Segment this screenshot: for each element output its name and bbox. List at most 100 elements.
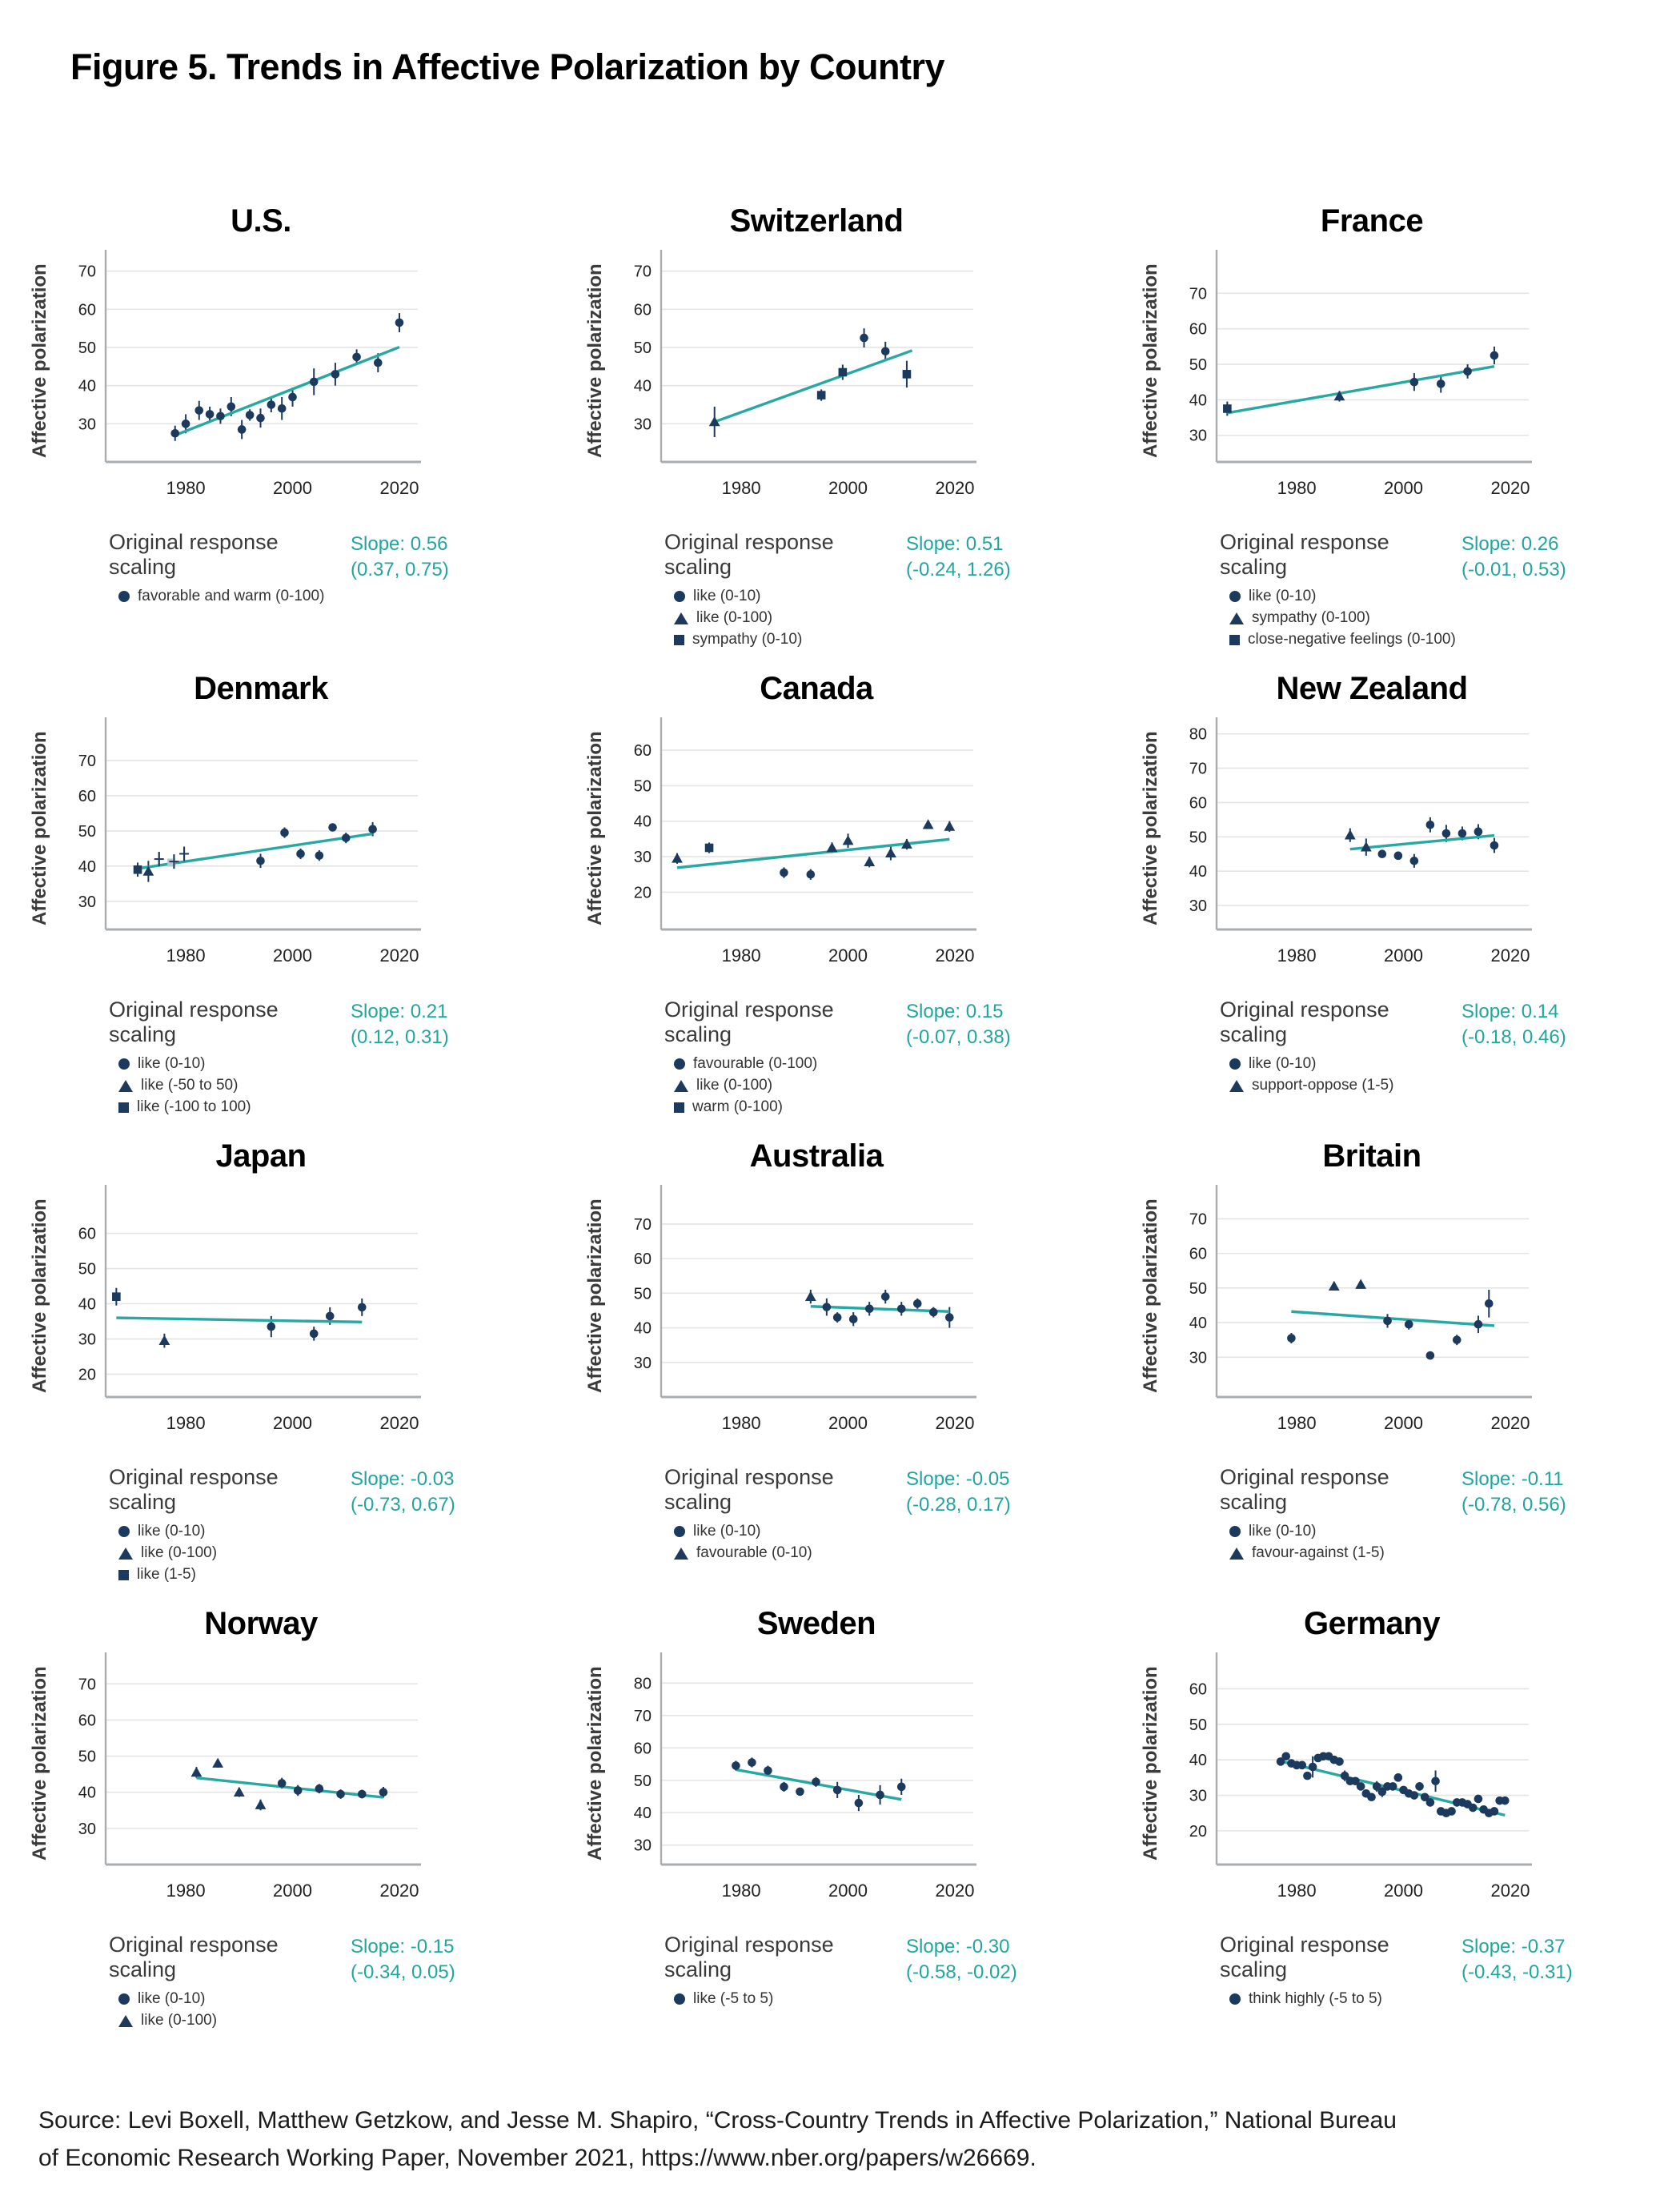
plot-area: 30 40 50 60 70 1980 2000 2020 [51, 716, 427, 990]
data-point [142, 865, 154, 876]
legend-item: favourable (0-100) [674, 1055, 906, 1073]
data-point [1223, 404, 1232, 413]
legend-item-label: support-oppose (1-5) [1252, 1077, 1394, 1094]
chart-canvas: 30 40 50 60 70 1980 2000 2020 [78, 250, 421, 498]
slope-value: Slope: 0.51 [906, 533, 1004, 555]
legend-item: like (-50 to 50) [118, 1077, 351, 1094]
legend-items: like (0-10) favour-against (1-5) [1220, 1523, 1462, 1562]
data-point [395, 318, 404, 327]
y-tick-label: 60 [1189, 1680, 1207, 1698]
x-tick-label: 2000 [828, 1413, 868, 1433]
circle-marker-icon [674, 591, 685, 602]
circle-marker-icon [118, 591, 130, 602]
chart-canvas: 30 40 50 60 70 80 1980 2000 2020 [1189, 717, 1532, 965]
data-point [325, 1311, 335, 1321]
x-tick-label: 2020 [380, 1881, 419, 1901]
x-tick-label: 2000 [273, 945, 312, 965]
chart-cell-canada: Affective polarization Canada 20 30 40 50 60… [555, 658, 1111, 1126]
y-tick-label: 60 [634, 742, 652, 760]
slope-ci: (-0.78, 0.56) [1462, 1494, 1566, 1516]
legend: Original response scaling like (0-10) sym… [1220, 530, 1598, 652]
slope-annotation: Slope: -0.30 (-0.58, -0.02) [906, 1933, 1042, 1986]
data-point [379, 1788, 388, 1797]
data-point [1463, 367, 1472, 376]
chart-cell-sweden: Affective polarization Sweden 30 40 50 60 70… [555, 1593, 1111, 2061]
y-axis-label: Affective polarization [584, 731, 606, 926]
data-point [154, 852, 164, 867]
data-point [812, 1777, 820, 1787]
square-marker-icon [118, 1102, 129, 1113]
x-tick-label: 2000 [1384, 1881, 1423, 1901]
legend-item: like (0-10) [118, 1055, 351, 1073]
data-point [816, 391, 826, 399]
legend-item: warm (0-100) [674, 1098, 906, 1116]
circle-marker-icon [118, 1526, 130, 1537]
legend-left: Original response scaling like (0-10) lik… [109, 1933, 351, 2033]
y-tick-label: 40 [78, 378, 96, 395]
legend-item: close-negative feelings (0-100) [1229, 631, 1462, 648]
y-axis-label: Affective polarization [29, 263, 50, 459]
y-tick-label: 60 [1189, 794, 1207, 812]
legend-items: like (0-10) like (-50 to 50) like (-100 to… [109, 1055, 351, 1116]
y-tick-label: 30 [1189, 1788, 1207, 1805]
legend-item-label: like (0-100) [141, 2012, 218, 2029]
circle-marker-icon [1229, 1526, 1241, 1537]
chart-cell-switzerland: Affective polarization Switzerland 30 40 5… [555, 191, 1111, 658]
legend: Original response scaling favourable (0-… [664, 998, 1042, 1120]
data-point [880, 347, 890, 356]
plot-area: 30 40 50 60 70 1980 2000 2020 [1162, 1183, 1538, 1457]
triangle-marker-icon [1229, 612, 1244, 624]
y-tick-label: 40 [1189, 863, 1207, 881]
data-point [227, 402, 236, 411]
y-tick-label: 40 [1189, 1315, 1207, 1332]
legend: Original response scaling like (0-10) lik… [664, 530, 1042, 652]
y-tick-label: 70 [634, 1216, 652, 1234]
data-point [256, 413, 265, 423]
chart-title: France [1320, 203, 1424, 239]
legend-item-label: like (0-10) [1249, 1523, 1317, 1540]
legend-left: Original response scaling like (0-10) lik… [109, 1465, 351, 1588]
legend: Original response scaling like (-5 to 5)… [664, 1933, 1042, 2012]
legend-header: Original response scaling [1220, 998, 1389, 1046]
data-point [1501, 1796, 1510, 1805]
y-tick-label: 70 [78, 753, 96, 770]
x-tick-label: 2020 [380, 478, 419, 498]
slope-ci: (-0.28, 0.17) [906, 1494, 1011, 1516]
data-point [764, 1766, 772, 1775]
x-tick-label: 1980 [166, 1881, 206, 1901]
data-point [293, 1786, 303, 1795]
slope-annotation: Slope: 0.21 (0.12, 0.31) [351, 998, 487, 1051]
triangle-marker-icon [674, 612, 688, 624]
data-point [373, 358, 383, 367]
legend-item-label: sympathy (0-100) [1252, 609, 1370, 626]
chart-title: Sweden [756, 1606, 876, 1641]
data-point [255, 1799, 267, 1809]
chart-cell-japan: Affective polarization Japan 20 30 40 50 60 1… [0, 1126, 555, 1593]
data-point [341, 833, 351, 842]
data-point [885, 847, 896, 857]
trend-line [714, 349, 913, 424]
legend-items: like (0-10) favourable (0-10) [664, 1523, 906, 1562]
circle-marker-icon [118, 1058, 130, 1070]
slope-ci: (0.12, 0.31) [351, 1026, 449, 1049]
data-point [806, 869, 816, 879]
y-tick-label: 30 [634, 416, 652, 433]
x-tick-label: 2000 [828, 1881, 868, 1901]
y-tick-label: 40 [634, 1320, 652, 1338]
legend-left: Original response scaling like (0-10) fav… [664, 1465, 906, 1566]
data-point [1372, 1782, 1381, 1791]
y-tick-label: 50 [634, 1285, 652, 1303]
x-tick-label: 1980 [166, 478, 206, 498]
slope-ci: (0.37, 0.75) [351, 559, 449, 581]
chart-canvas: 30 40 50 60 70 80 1980 2000 2020 [634, 1652, 976, 1901]
data-point [1393, 851, 1403, 861]
plot-area: 30 40 50 60 70 80 1980 2000 2020 [607, 1651, 983, 1925]
legend-item: favorable and warm (0-100) [118, 588, 351, 605]
data-point [1425, 1351, 1435, 1360]
data-point [315, 1784, 324, 1793]
data-point [704, 843, 714, 853]
legend-items: like (0-10) support-oppose (1-5) [1220, 1055, 1462, 1094]
y-tick-label: 40 [78, 1295, 96, 1313]
slope-ci: (-0.24, 1.26) [906, 559, 1011, 581]
y-tick-label: 30 [1189, 897, 1207, 915]
